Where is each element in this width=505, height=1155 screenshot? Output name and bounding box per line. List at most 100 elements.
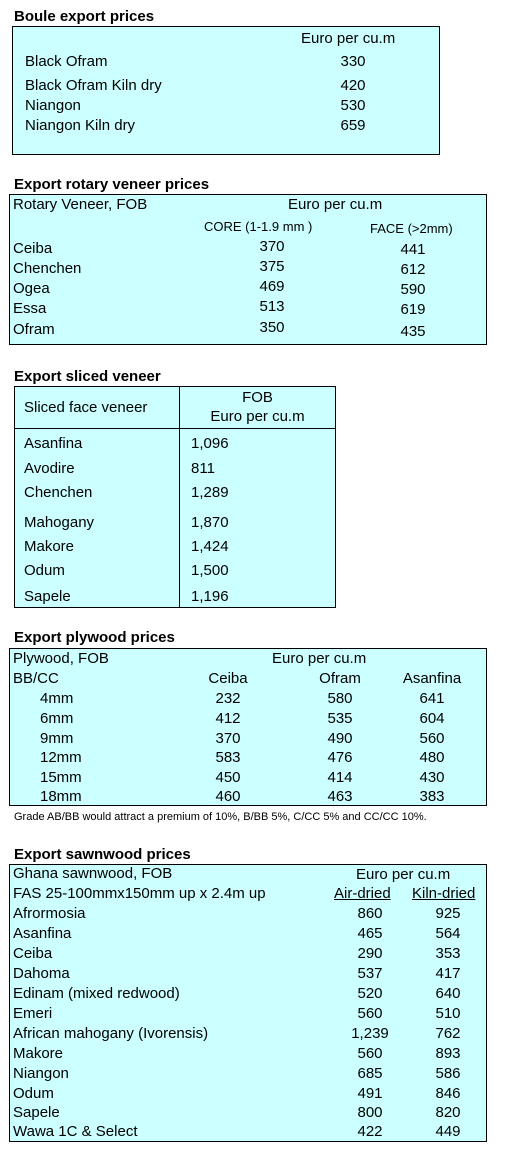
sawn-row-4-name: Edinam (mixed redwood) [13, 985, 180, 1002]
sliced-col-line1: FOB [242, 389, 273, 406]
sawn-row-7-kiln: 893 [435, 1045, 461, 1062]
plywood-row-0-ceiba: 232 [215, 690, 241, 707]
sliced-row-3-name: Mahogany [24, 514, 95, 531]
plywood-note: Grade AB/BB would attract a premium of 1… [14, 811, 427, 823]
boule-row-3-value: 659 [340, 117, 366, 134]
sawn-row-1-air: 465 [357, 925, 383, 942]
sliced-row-4-name: Makore [24, 538, 75, 555]
plywood-row-4-ofram: 414 [327, 769, 353, 786]
plywood-col-ofram: Ofram [319, 670, 361, 687]
rotary-row-0-name: Ceiba [13, 240, 53, 257]
boule-row-2-name: Niangon [25, 97, 81, 114]
rotary-row-1-face: 612 [400, 261, 426, 278]
sawn-row-0-kiln: 925 [435, 905, 461, 922]
rotary-row-4-core: 350 [259, 319, 285, 336]
rotary-row-0-face: 441 [400, 241, 426, 258]
plywood-row-5-ceiba: 460 [215, 788, 241, 805]
rotary-row-0-core: 370 [259, 238, 285, 255]
sawn-heading: Export sawnwood prices [14, 846, 191, 863]
plywood-row-2-ceiba: 370 [215, 730, 241, 747]
sawn-row-5-air: 560 [357, 1005, 383, 1022]
plywood-row-1-ofram: 535 [327, 710, 353, 727]
plywood-row-4-ceiba: 450 [215, 769, 241, 786]
sawn-label: Ghana sawnwood, FOB [13, 865, 173, 882]
sawn-row-2-kiln: 353 [435, 945, 461, 962]
plywood-heading: Export plywood prices [14, 629, 175, 646]
sawn-row-1-kiln: 564 [435, 925, 461, 942]
plywood-row-2-asanfina: 560 [419, 730, 445, 747]
sawn-row-9-air: 491 [357, 1085, 383, 1102]
plywood-row-5-asanfina: 383 [419, 788, 445, 805]
rotary-row-1-core: 375 [259, 258, 285, 275]
boule-table: Euro per cu.m Black Ofram 330 Black Ofra… [12, 26, 440, 155]
sliced-row-0-value: 1,096 [191, 435, 229, 452]
plywood-row-3-asanfina: 480 [419, 749, 445, 766]
sawn-row-11-name: Wawa 1C & Select [13, 1123, 138, 1140]
rotary-row-3-face: 619 [400, 301, 426, 318]
sliced-row-4-value: 1,424 [191, 538, 229, 555]
rotary-row-3-name: Essa [13, 300, 47, 317]
plywood-col-ceiba: Ceiba [208, 670, 248, 687]
boule-row-2-value: 530 [340, 97, 366, 114]
sliced-row-1-value: 811 [191, 460, 215, 477]
boule-row-0-name: Black Ofram [25, 53, 108, 70]
sawn-row-3-kiln: 417 [435, 965, 461, 982]
sawn-col-air: Air-dried [334, 885, 391, 902]
rotary-col-core: CORE (1-1.9 mm ) [204, 219, 313, 234]
sawn-row-8-air: 685 [357, 1065, 383, 1082]
plywood-row-4-asanfina: 430 [419, 769, 445, 786]
sliced-row-5-name: Odum [24, 562, 65, 579]
sawn-row-10-air: 800 [357, 1104, 383, 1121]
sliced-row-2-name: Chenchen [24, 484, 93, 501]
sawn-row-11-air: 422 [357, 1123, 383, 1140]
sliced-row-1-name: Avodire [24, 460, 75, 477]
plywood-unit-header: Euro per cu.m [272, 650, 367, 667]
sliced-table: Sliced face veneer FOB Euro per cu.m Asa… [14, 386, 336, 608]
plywood-row-4-size: 15mm [40, 769, 82, 786]
plywood-row-5-ofram: 463 [327, 788, 353, 805]
plywood-row-3-size: 12mm [40, 749, 82, 766]
plywood-label: Plywood, FOB [13, 650, 109, 667]
sawn-row-2-air: 290 [357, 945, 383, 962]
rotary-col-face: FACE (>2mm) [370, 221, 453, 236]
plywood-row-0-size: 4mm [40, 690, 74, 707]
sawn-row-6-kiln: 762 [435, 1025, 461, 1042]
boule-row-1-value: 420 [340, 77, 366, 94]
rotary-row-4-name: Ofram [13, 321, 55, 338]
plywood-col-asanfina: Asanfina [402, 670, 462, 687]
sawn-row-3-air: 537 [357, 965, 383, 982]
rotary-table: Rotary Veneer, FOB Euro per cu.m CORE (1… [9, 194, 487, 345]
sawn-table: Ghana sawnwood, FOB Euro per cu.m FAS 25… [9, 864, 487, 1142]
sawn-row-6-air: 1,239 [351, 1025, 389, 1042]
rotary-row-1-name: Chenchen [13, 260, 82, 277]
boule-row-3-name: Niangon Kiln dry [25, 117, 136, 134]
plywood-grade: BB/CC [13, 670, 59, 687]
sawn-spec: FAS 25-100mmx150mm up x 2.4m up [13, 885, 266, 902]
sawn-row-3-name: Dahoma [13, 965, 70, 982]
rotary-row-2-face: 590 [400, 281, 426, 298]
sawn-row-0-air: 860 [357, 905, 383, 922]
boule-unit-header: Euro per cu.m [301, 30, 396, 47]
sawn-row-6-name: African mahogany (Ivorensis) [13, 1025, 209, 1042]
rotary-heading: Export rotary veneer prices [14, 176, 210, 193]
sawn-row-1-name: Asanfina [13, 925, 72, 942]
plywood-row-0-asanfina: 641 [419, 690, 445, 707]
sliced-column-divider [179, 387, 180, 607]
rotary-row-2-core: 469 [259, 278, 285, 295]
sawn-row-9-kiln: 846 [435, 1085, 461, 1102]
sawn-row-8-kiln: 586 [435, 1065, 461, 1082]
sawn-row-0-name: Afrormosia [13, 905, 86, 922]
sliced-row-6-name: Sapele [24, 588, 71, 605]
plywood-row-1-ceiba: 412 [215, 710, 241, 727]
plywood-row-3-ceiba: 583 [215, 749, 241, 766]
sawn-row-5-kiln: 510 [435, 1005, 461, 1022]
sawn-row-11-kiln: 449 [435, 1123, 461, 1140]
plywood-row-5-size: 18mm [40, 788, 82, 805]
sawn-row-10-name: Sapele [13, 1104, 60, 1121]
rotary-row-4-face: 435 [400, 323, 426, 340]
plywood-row-1-asanfina: 604 [419, 710, 445, 727]
sawn-row-8-name: Niangon [13, 1065, 69, 1082]
sawn-row-4-air: 520 [357, 985, 383, 1002]
sliced-row-5-value: 1,500 [191, 562, 229, 579]
plywood-row-2-size: 9mm [40, 730, 74, 747]
